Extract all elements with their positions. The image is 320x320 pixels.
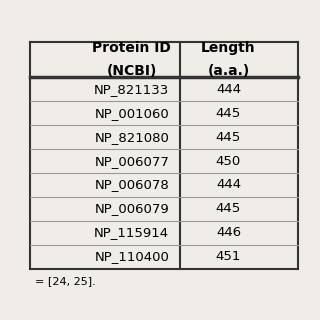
Text: NP_006079: NP_006079	[94, 203, 169, 215]
Text: 451: 451	[216, 250, 241, 263]
Text: 444: 444	[216, 179, 241, 191]
Text: = [24, 25].: = [24, 25].	[35, 276, 96, 286]
Text: NP_110400: NP_110400	[94, 250, 169, 263]
Text: NP_001060: NP_001060	[94, 107, 169, 120]
Text: 444: 444	[216, 83, 241, 96]
Text: 445: 445	[216, 203, 241, 215]
Text: 445: 445	[216, 107, 241, 120]
Text: NP_115914: NP_115914	[94, 226, 169, 239]
Text: NP_821133: NP_821133	[94, 83, 169, 96]
Text: 450: 450	[216, 155, 241, 168]
Text: 445: 445	[216, 131, 241, 144]
Text: NP_006077: NP_006077	[94, 155, 169, 168]
Text: NP_821080: NP_821080	[94, 131, 169, 144]
Text: Length
(a.a.): Length (a.a.)	[201, 41, 256, 78]
Text: 446: 446	[216, 226, 241, 239]
Text: NP_006078: NP_006078	[94, 179, 169, 191]
Text: Protein ID
(NCBI): Protein ID (NCBI)	[92, 41, 171, 78]
